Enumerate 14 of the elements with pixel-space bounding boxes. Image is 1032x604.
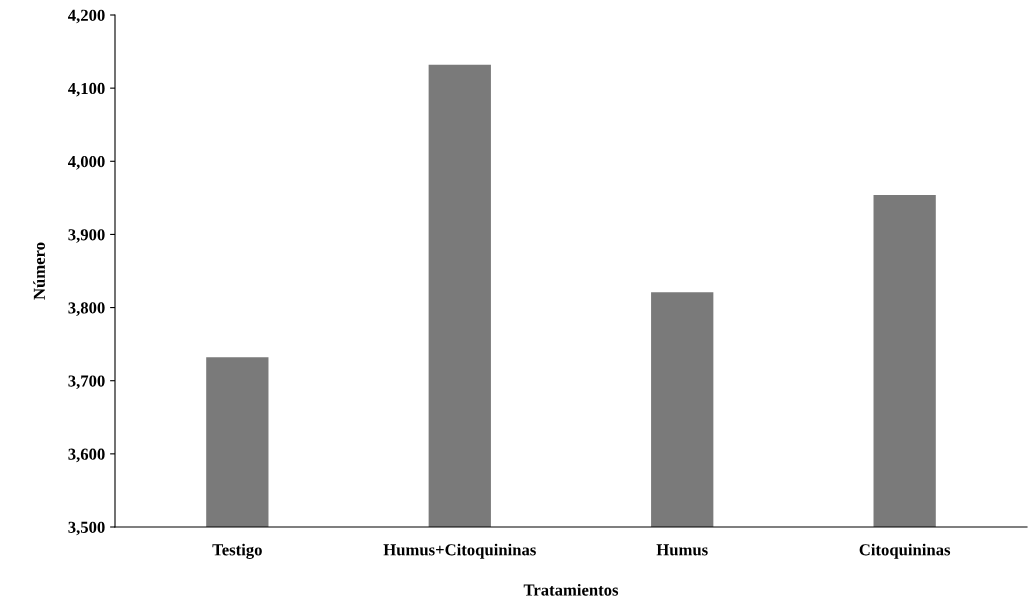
x-tick-label: Citoquininas	[859, 543, 951, 559]
x-axis-title: Tratamientos	[523, 583, 619, 596]
y-tick-label: 4,200	[68, 9, 105, 24]
y-tick-label: 3,500	[68, 521, 105, 536]
y-tick-label: 3,700	[68, 375, 105, 390]
y-axis-title: Número	[33, 242, 45, 300]
x-tick-label: Humus+Citoquininas	[383, 543, 536, 559]
y-tick-label: 3,600	[68, 448, 105, 463]
x-tick-label: Humus	[656, 544, 708, 556]
x-tick-label: Testigo	[212, 543, 262, 559]
y-tick-label: 3,800	[68, 302, 105, 316]
y-tick-label: 4,100	[68, 82, 105, 97]
y-tick-label: 4,000	[68, 155, 105, 170]
y-tick-label: 3,900	[68, 229, 105, 243]
